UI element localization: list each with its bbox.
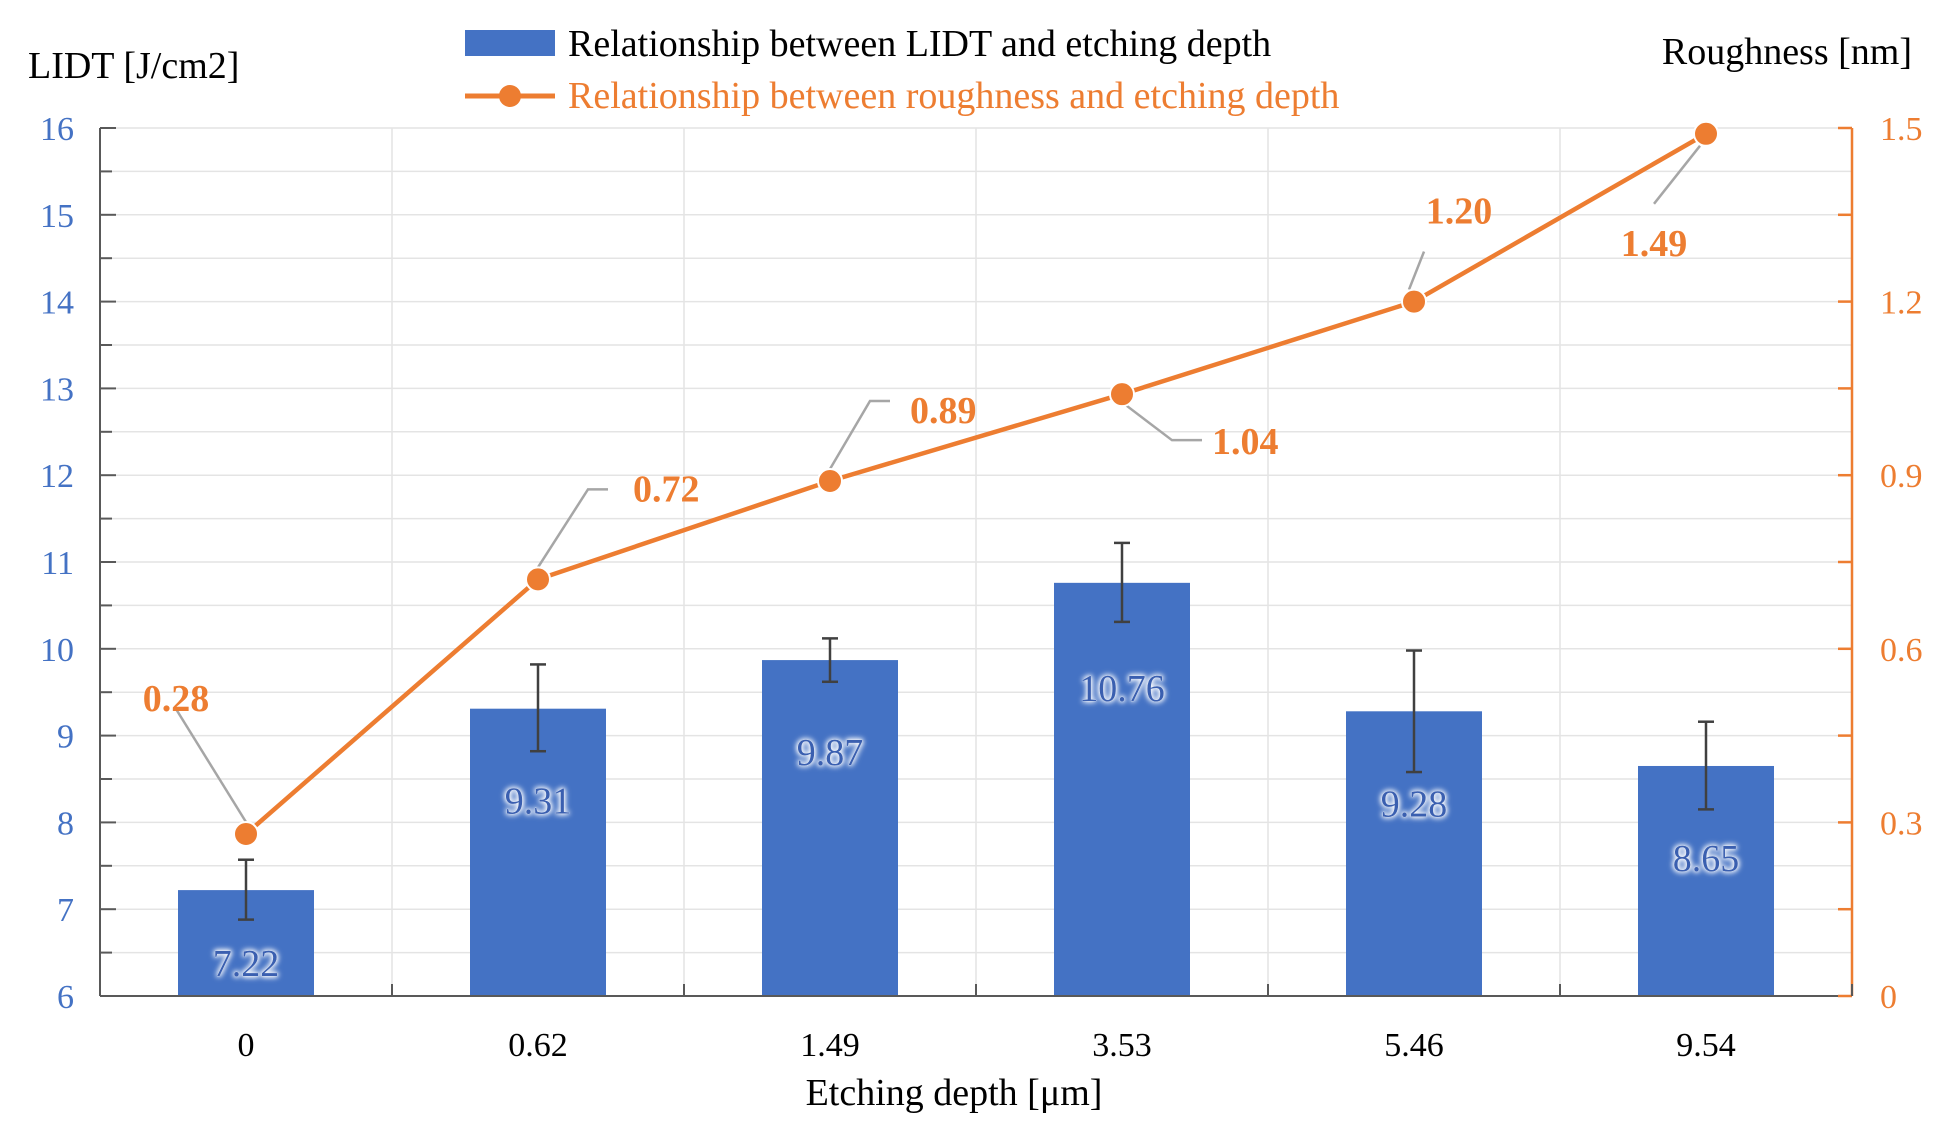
roughness-leader-line <box>828 399 890 470</box>
legend-label-bar: Relationship between LIDT and etching de… <box>568 23 1271 65</box>
roughness-data-label: 1.04 <box>1212 421 1279 463</box>
lidt-bar <box>762 660 898 996</box>
y-tick-label: 10 <box>40 632 74 669</box>
roughness-data-label: 0.89 <box>910 390 977 432</box>
axes-layer: 6 7 8 9 10 11 12 13 14 15 16 0 0.3 0.6 0.9 1.2 1.5 0 0.62 1… <box>40 111 1923 1064</box>
y2-tick-label: 0.3 <box>1880 805 1923 842</box>
roughness-data-label: 0.28 <box>143 678 210 720</box>
y-tick-label: 12 <box>40 458 74 495</box>
legend-label-line: Relationship between roughness and etchi… <box>568 75 1339 117</box>
roughness-point <box>1693 120 1719 147</box>
roughness-data-label: 0.72 <box>633 468 700 510</box>
lidt-bar <box>470 708 606 996</box>
bars-layer <box>178 582 1774 996</box>
roughness-leader-line <box>1407 251 1426 291</box>
x-tick-label: 9.54 <box>1676 1027 1736 1064</box>
error-bars-layer <box>238 541 1714 921</box>
bar-data-label: 9.31 <box>505 781 572 823</box>
roughness-point <box>817 467 843 494</box>
leader-lines-layer <box>174 145 1701 823</box>
y2-axis-title: Roughness [nm] <box>1662 31 1912 73</box>
roughness-leader-line <box>174 708 248 823</box>
y2-tick-label: 0 <box>1880 979 1897 1016</box>
y-tick-label: 11 <box>41 545 74 582</box>
x-tick-label: 0 <box>238 1027 255 1064</box>
lidt-bar <box>1054 582 1190 996</box>
data-labels-layer: 7.22 9.31 9.87 10.76 9.28 8.65 0.28 0.72 0.89 1.0… <box>143 191 1740 986</box>
roughness-point <box>1401 288 1427 315</box>
bar-data-label: 10.76 <box>1079 668 1165 710</box>
roughness-leader-line <box>1653 145 1701 205</box>
y-axis-title: LIDT [J/cm2] <box>28 45 239 87</box>
y-tick-label: 13 <box>40 371 74 408</box>
y-tick-label: 8 <box>57 805 74 842</box>
y-tick-label: 9 <box>57 719 74 756</box>
legend: Relationship between LIDT and etching de… <box>465 23 1339 117</box>
y2-tick-label: 1.2 <box>1880 285 1923 322</box>
grid-layer <box>99 127 1853 996</box>
legend-swatch-bar <box>465 30 555 56</box>
roughness-data-label: 1.20 <box>1426 191 1493 233</box>
roughness-point <box>1109 381 1135 408</box>
roughness-point <box>233 820 259 847</box>
x-axis-title: Etching depth [μm] <box>806 1072 1103 1114</box>
y-tick-label: 6 <box>57 979 74 1016</box>
y-tick-label: 15 <box>40 198 74 235</box>
roughness-point <box>525 566 551 593</box>
bar-data-label: 9.87 <box>797 732 864 774</box>
bar-data-label: 9.28 <box>1381 783 1448 825</box>
y2-tick-label: 1.5 <box>1880 111 1923 148</box>
bar-data-label: 8.65 <box>1673 838 1740 880</box>
legend-swatch-marker <box>499 85 521 107</box>
x-tick-label: 0.62 <box>508 1027 568 1064</box>
x-tick-label: 1.49 <box>800 1027 860 1064</box>
roughness-leader-line <box>536 488 608 569</box>
roughness-line-layer <box>233 120 1719 847</box>
x-tick-label: 3.53 <box>1092 1027 1152 1064</box>
roughness-data-label: 1.49 <box>1621 223 1688 265</box>
y2-tick-label: 0.9 <box>1880 458 1923 495</box>
y-tick-label: 14 <box>40 285 74 322</box>
roughness-line <box>244 131 1708 836</box>
y2-tick-label: 0.6 <box>1880 632 1923 669</box>
y-tick-label: 16 <box>40 111 74 148</box>
y-tick-label: 7 <box>57 892 74 929</box>
x-tick-label: 5.46 <box>1384 1027 1444 1064</box>
bar-data-label: 7.22 <box>213 943 280 985</box>
roughness-leader-line <box>1121 401 1202 442</box>
